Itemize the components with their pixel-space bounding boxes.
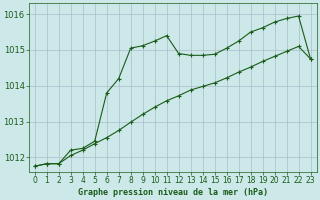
X-axis label: Graphe pression niveau de la mer (hPa): Graphe pression niveau de la mer (hPa) bbox=[78, 188, 268, 197]
